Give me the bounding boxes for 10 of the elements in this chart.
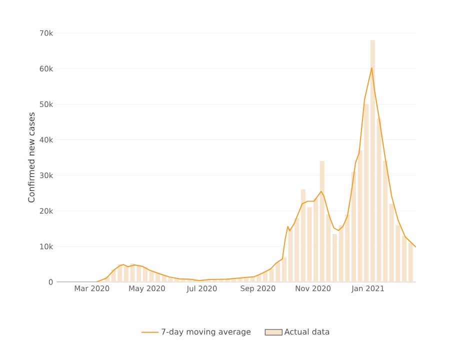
bar bbox=[351, 172, 356, 282]
bar bbox=[262, 272, 268, 282]
bar bbox=[314, 198, 318, 282]
bar bbox=[282, 257, 286, 282]
bar bbox=[124, 266, 128, 282]
bar bbox=[332, 234, 338, 282]
line-series bbox=[56, 67, 416, 282]
bar bbox=[408, 242, 413, 282]
bar bbox=[402, 236, 407, 282]
y-axis-title: Confirmed new cases bbox=[28, 112, 35, 202]
